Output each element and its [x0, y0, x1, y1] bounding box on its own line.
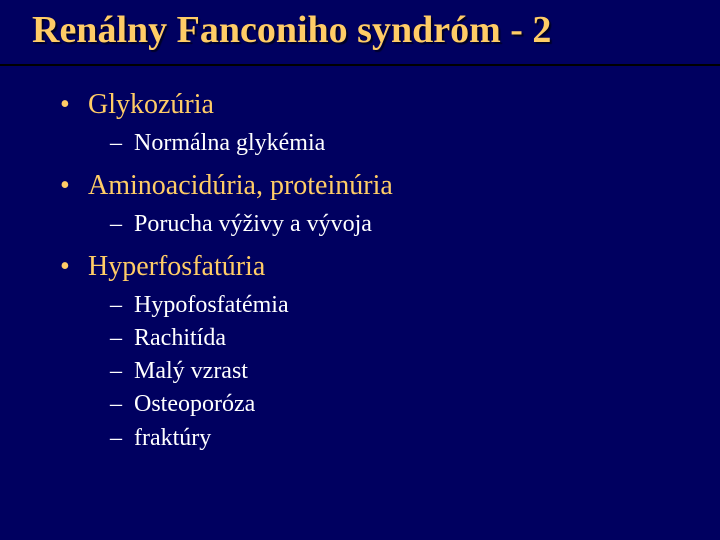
- slide-title: Renálny Fanconiho syndróm - 2: [0, 0, 720, 66]
- list-item-label: Glykozúria: [88, 89, 214, 120]
- sub-list-item: Normálna glykémia: [110, 128, 720, 159]
- sub-list-item: fraktúry: [110, 423, 720, 454]
- list-item-label: Aminoacidúria, proteinúria: [88, 170, 393, 201]
- list-item: Glykozúria Normálna glykémia: [60, 86, 720, 159]
- bullet-list-level2: Porucha výživy a vývoja: [88, 209, 720, 240]
- sub-list-item: Hypofosfatémia: [110, 290, 720, 321]
- list-item: Aminoacidúria, proteinúria Porucha výživ…: [60, 167, 720, 240]
- slide-content: Glykozúria Normálna glykémia Aminoacidúr…: [0, 66, 720, 454]
- slide: Renálny Fanconiho syndróm - 2 Glykozúria…: [0, 0, 720, 540]
- bullet-list-level2: Normálna glykémia: [88, 128, 720, 159]
- bullet-list-level1: Glykozúria Normálna glykémia Aminoacidúr…: [60, 86, 720, 454]
- sub-list-item: Osteoporóza: [110, 389, 720, 420]
- list-item: Hyperfosfatúria Hypofosfatémia Rachitída…: [60, 248, 720, 454]
- sub-list-item: Rachitída: [110, 323, 720, 354]
- list-item-label: Hyperfosfatúria: [88, 251, 265, 282]
- sub-list-item: Porucha výživy a vývoja: [110, 209, 720, 240]
- bullet-list-level2: Hypofosfatémia Rachitída Malý vzrast Ost…: [88, 290, 720, 454]
- sub-list-item: Malý vzrast: [110, 356, 720, 387]
